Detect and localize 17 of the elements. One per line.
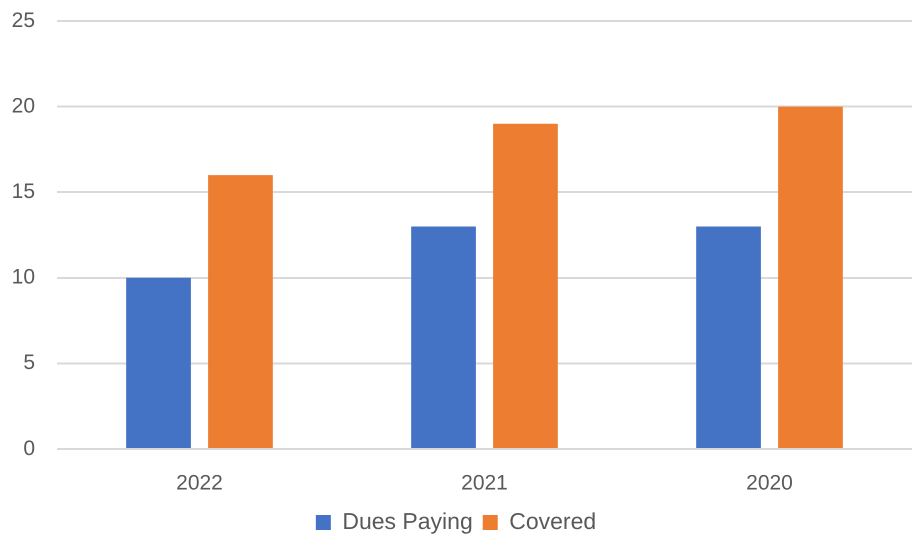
legend-label: Dues Paying <box>342 508 473 534</box>
x-tick-label: 2022 <box>176 471 223 494</box>
bar <box>208 175 273 448</box>
bar <box>493 124 558 448</box>
y-tick-label: 0 <box>23 436 35 460</box>
x-tick-label: 2021 <box>461 471 508 494</box>
bar <box>778 106 843 448</box>
y-tick-label: 25 <box>12 8 35 32</box>
y-tick-label: 20 <box>12 94 35 118</box>
y-tick-label: 5 <box>23 351 35 374</box>
y-tick-label: 15 <box>12 180 35 203</box>
bar <box>696 226 761 448</box>
y-tick-label: 10 <box>12 266 35 289</box>
bar <box>126 278 191 448</box>
bar <box>411 226 476 448</box>
legend-label: Covered <box>509 508 596 534</box>
x-tick-label: 2020 <box>746 471 793 494</box>
